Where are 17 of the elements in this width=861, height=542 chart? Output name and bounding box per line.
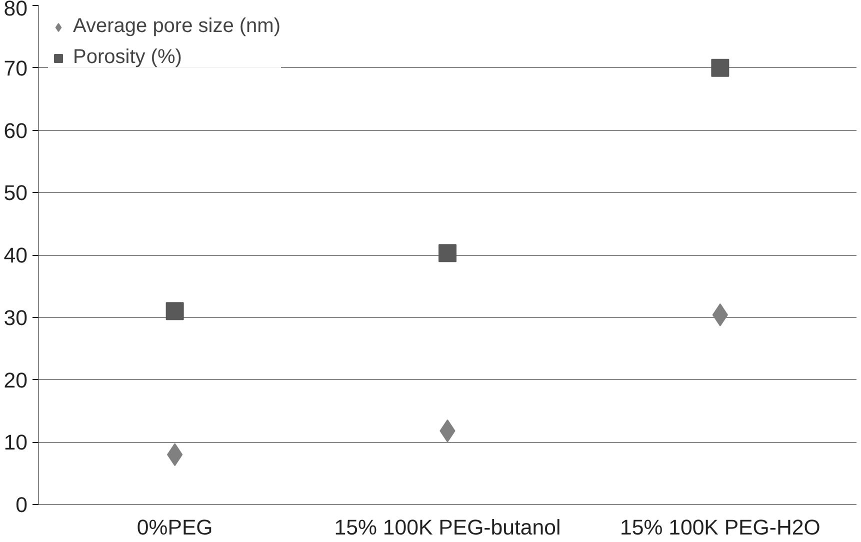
point	[166, 302, 184, 320]
legend-label: Average pore size (nm)	[73, 15, 280, 38]
y-tick-label: 30	[4, 306, 28, 330]
legend-label: Porosity (%)	[73, 46, 182, 69]
y-tick-label: 20	[4, 368, 28, 392]
y-tick-label: 40	[4, 244, 28, 268]
x-tick-label: 0%PEG	[136, 516, 213, 540]
y-tick-label: 60	[4, 118, 28, 143]
y-tick-label: 0	[16, 493, 28, 517]
point	[711, 58, 730, 77]
y-tick-label: 70	[4, 56, 28, 80]
x-tick-label: 15% 100K PEG-butanol	[334, 516, 561, 540]
y-tick-label: 80	[4, 0, 28, 20]
point	[438, 244, 456, 262]
x-tick-label: 15% 100K PEG-H2O	[620, 516, 820, 540]
y-tick-label: 50	[4, 181, 28, 206]
y-tick-label: 10	[4, 430, 28, 455]
